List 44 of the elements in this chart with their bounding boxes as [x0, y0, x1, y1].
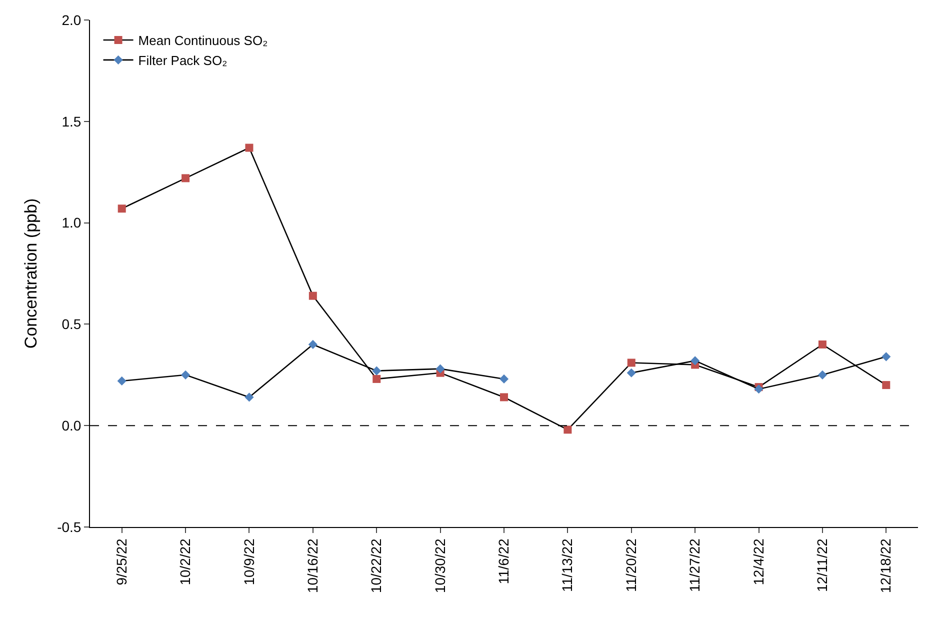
- point: [626, 368, 636, 378]
- point: [308, 292, 317, 300]
- x-tick-label: 10/16/22: [304, 538, 320, 594]
- point: [818, 370, 828, 380]
- point: [372, 374, 381, 383]
- y-tick-label: 1.0: [62, 214, 82, 231]
- x-tick-label: 11/6/22: [496, 538, 512, 584]
- point: [244, 392, 254, 402]
- y-tick-label: 2.0: [62, 12, 82, 28]
- point: [117, 376, 126, 386]
- y-tick-label: 0.0: [62, 418, 82, 434]
- point: [245, 144, 254, 152]
- x-tick-label: 10/2/22: [177, 538, 194, 586]
- point: [372, 366, 382, 376]
- point: [690, 356, 700, 366]
- point: [500, 393, 508, 402]
- y-tick-label: 1.5: [62, 113, 82, 130]
- x-tick-label: 11/13/22: [559, 538, 576, 592]
- point: [308, 340, 318, 350]
- point: [818, 340, 826, 348]
- x-tick-label: 10/9/22: [240, 538, 257, 586]
- point: [118, 204, 126, 213]
- y-tick-label: -0.5: [57, 518, 82, 535]
- point: [882, 381, 890, 390]
- point: [754, 384, 764, 394]
- legend-label: Mean Continuous SO₂: [138, 33, 268, 48]
- x-tick-label: 10/22/22: [368, 538, 384, 594]
- x-tick-label: 10/30/22: [432, 538, 448, 594]
- y-tick-label: 0.5: [62, 316, 82, 332]
- point: [564, 426, 572, 434]
- x-tick-label: 11/27/22: [686, 538, 703, 592]
- point: [499, 374, 509, 384]
- point: [436, 364, 445, 374]
- x-tick-label: 12/18/22: [878, 538, 894, 594]
- point: [882, 352, 891, 362]
- x-tick-label: 12/11/22: [814, 538, 830, 592]
- x-tick-label: 12/4/22: [750, 538, 766, 586]
- x-tick-label: 11/20/22: [622, 538, 639, 592]
- y-axis-title: Concentration (ppb): [22, 198, 41, 349]
- x-tick-label: 9/25/22: [113, 538, 130, 586]
- point: [627, 358, 636, 367]
- legend-label: Filter Pack SO₂: [138, 52, 228, 68]
- point: [180, 370, 190, 380]
- point: [182, 174, 190, 182]
